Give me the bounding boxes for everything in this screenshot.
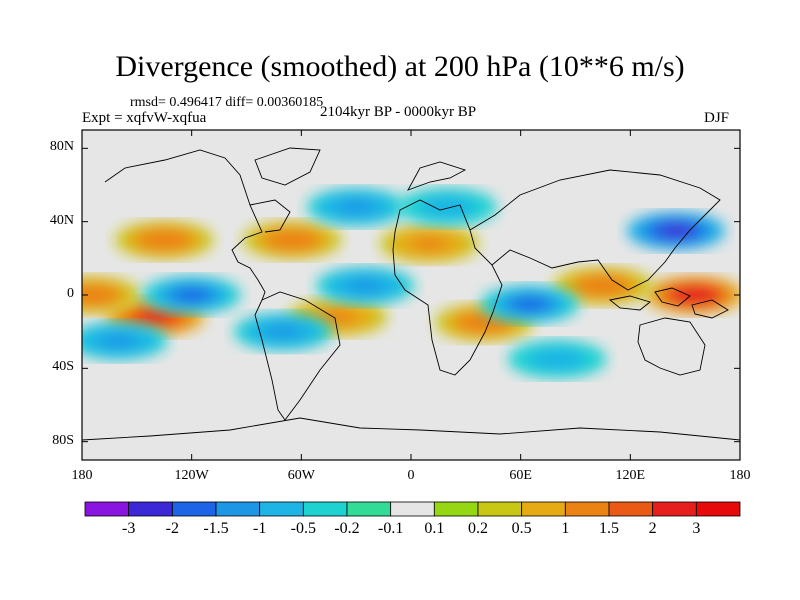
chart-title: Divergence (smoothed) at 200 hPa (10**6 … — [115, 50, 685, 83]
colorbar-swatch — [477, 501, 523, 517]
x-tick-label: 60E — [509, 468, 532, 483]
coastlines — [82, 147, 740, 441]
x-tick-label: 0 — [407, 468, 415, 483]
colorbar-swatch — [608, 501, 654, 517]
colorbar-label: -2 — [165, 520, 179, 537]
colorbar-label: -0.1 — [377, 520, 404, 537]
colorbar-swatch — [171, 501, 217, 517]
y-tick-label: 40N — [49, 212, 74, 228]
feature-12 — [315, 266, 415, 305]
colorbar-label: 3 — [692, 520, 701, 537]
colorbar-swatch — [302, 501, 348, 517]
feature-4 — [114, 221, 214, 259]
x-tick-label: 60W — [287, 468, 315, 483]
colorbar-swatch — [346, 501, 392, 517]
colorbar-swatch — [259, 501, 304, 517]
colorbar-swatch — [521, 501, 566, 517]
period-label: 2104kyr BP - 0000kyr BP — [320, 104, 477, 120]
feature-3 — [82, 276, 141, 314]
x-tick-label: 180 — [71, 468, 93, 483]
colorbar-swatch — [652, 501, 697, 517]
colorbar — [84, 501, 741, 517]
stats-label: rmsd= 0.496417 diff= 0.00360185 — [130, 95, 324, 110]
colorbar-label: 0.1 — [424, 520, 445, 537]
colorbar-swatch — [433, 501, 479, 517]
feature-9 — [626, 211, 726, 250]
feature-17 — [507, 340, 607, 379]
colorbar-swatch — [215, 501, 261, 517]
feature-13 — [306, 188, 406, 226]
feature-0 — [644, 276, 740, 314]
colorbar-swatch — [564, 501, 610, 517]
divergence-field — [82, 188, 740, 379]
x-tick-label: 180 — [729, 468, 751, 483]
colorbar-label: -1.5 — [203, 520, 229, 537]
colorbar-label: -1 — [252, 520, 267, 537]
x-tick-label: 120E — [615, 468, 646, 483]
feature-10 — [480, 285, 580, 324]
colorbar-swatch — [128, 501, 173, 517]
y-tick-label: 40S — [52, 359, 74, 375]
colorbar-label: -0.2 — [334, 520, 360, 537]
feature-6 — [379, 224, 479, 263]
colorbar-label: 1 — [561, 520, 570, 537]
feature-1 — [553, 266, 653, 305]
colorbar-swatch — [390, 501, 435, 517]
colorbar-label: 2 — [648, 520, 657, 537]
y-tick-label: 80N — [49, 139, 74, 155]
colorbar-label: -3 — [121, 520, 136, 537]
y-tick-label: 0 — [67, 286, 74, 301]
feature-11 — [142, 276, 242, 314]
colorbar-label: -0.5 — [290, 520, 316, 537]
colorbar-label: 0.5 — [511, 520, 532, 537]
colorbar-label: 0.2 — [468, 520, 488, 537]
x-tick-label: 120W — [174, 468, 209, 483]
feature-15 — [82, 321, 168, 360]
season-label: DJF — [704, 110, 730, 126]
feature-14 — [398, 188, 497, 226]
axis-ticks — [81, 130, 741, 460]
feature-16 — [233, 312, 333, 351]
colorbar-label: 1.5 — [599, 520, 619, 537]
colorbar-swatch — [695, 501, 741, 517]
colorbar-swatch — [84, 501, 130, 517]
feature-5 — [242, 221, 342, 259]
y-tick-label: 80S — [52, 432, 74, 448]
experiment-label: Expt = xqfvW-xqfua — [82, 110, 207, 126]
